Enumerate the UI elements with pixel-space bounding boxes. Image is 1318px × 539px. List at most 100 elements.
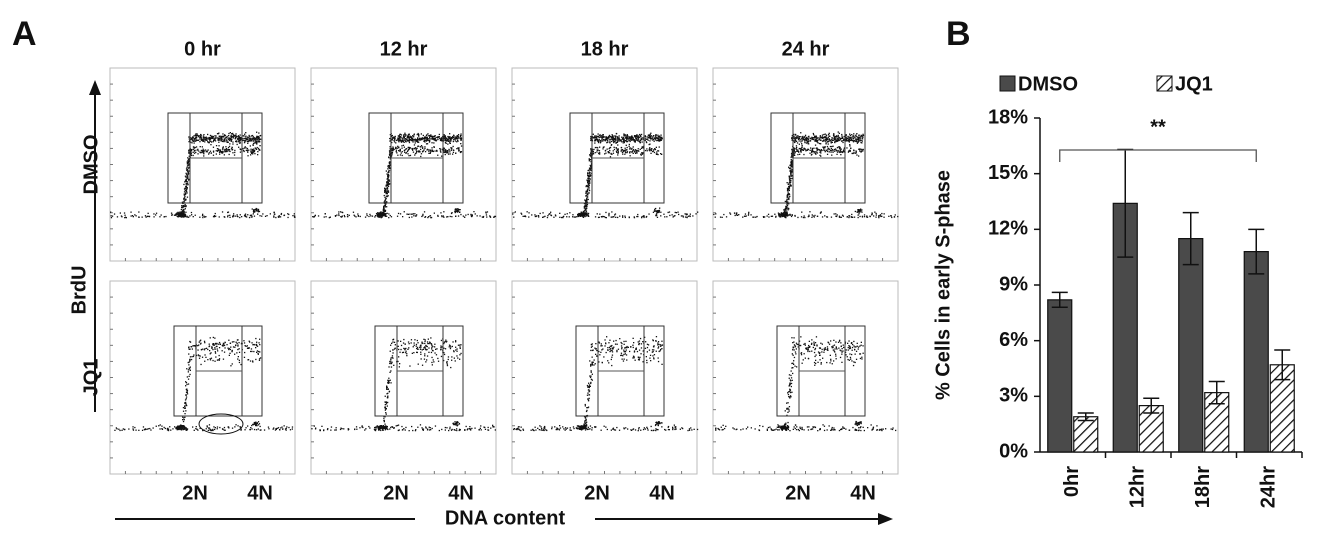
event-dot xyxy=(187,217,188,218)
event-dot xyxy=(245,138,246,139)
event-dot xyxy=(660,135,661,136)
event-dot xyxy=(842,142,843,143)
event-dot xyxy=(432,364,433,365)
event-dot xyxy=(884,213,885,214)
event-dot xyxy=(447,140,448,141)
event-dot xyxy=(626,359,627,360)
event-dot xyxy=(427,346,428,347)
event-dot xyxy=(395,148,396,149)
event-dot xyxy=(858,211,859,212)
event-dot xyxy=(161,426,162,427)
event-dot xyxy=(225,151,226,152)
event-dot xyxy=(193,155,194,156)
event-dot xyxy=(428,149,429,150)
event-dot xyxy=(186,167,187,168)
event-dot xyxy=(188,369,189,370)
event-dot xyxy=(255,425,256,426)
event-dot xyxy=(228,147,229,148)
event-dot xyxy=(375,215,376,216)
event-dot xyxy=(192,345,193,346)
event-dot xyxy=(407,135,408,136)
event-dot xyxy=(587,173,588,174)
event-dot xyxy=(618,137,619,138)
event-dot xyxy=(189,374,190,375)
event-dot xyxy=(242,148,243,149)
event-dot xyxy=(623,139,624,140)
event-dot xyxy=(395,344,396,345)
event-dot xyxy=(204,361,205,362)
event-dot xyxy=(438,136,439,137)
event-dot xyxy=(181,209,182,210)
event-dot xyxy=(229,353,230,354)
event-dot xyxy=(244,215,245,216)
event-dot xyxy=(256,344,257,345)
event-dot xyxy=(659,146,660,147)
event-dot xyxy=(253,140,254,141)
event-dot xyxy=(411,216,412,217)
event-dot xyxy=(647,347,648,348)
event-dot xyxy=(403,134,404,135)
event-dot xyxy=(650,355,651,356)
event-dot xyxy=(486,216,487,217)
event-dot xyxy=(621,147,622,148)
event-dot xyxy=(797,217,798,218)
event-dot xyxy=(233,137,234,138)
event-dot xyxy=(829,133,830,134)
event-dot xyxy=(182,213,183,214)
event-dot xyxy=(607,149,608,150)
event-dot xyxy=(801,216,802,217)
event-dot xyxy=(429,138,430,139)
event-dot xyxy=(691,429,692,430)
event-dot xyxy=(611,359,612,360)
event-dot xyxy=(649,147,650,148)
event-dot xyxy=(412,430,413,431)
event-dot xyxy=(447,144,448,145)
event-dot xyxy=(450,216,451,217)
event-dot xyxy=(587,189,588,190)
event-dot xyxy=(547,217,548,218)
event-dot xyxy=(236,141,237,142)
event-dot xyxy=(240,149,241,150)
event-dot xyxy=(386,388,387,389)
event-dot xyxy=(365,217,366,218)
event-dot xyxy=(586,192,587,193)
event-dot xyxy=(390,361,391,362)
event-dot xyxy=(809,211,810,212)
event-dot xyxy=(588,213,589,214)
event-dot xyxy=(615,429,616,430)
event-dot xyxy=(203,149,204,150)
event-dot xyxy=(286,428,287,429)
event-dot xyxy=(634,139,635,140)
event-dot xyxy=(230,365,231,366)
event-dot xyxy=(873,215,874,216)
event-dot xyxy=(383,430,384,431)
event-dot xyxy=(386,414,387,415)
event-dot xyxy=(257,346,258,347)
event-dot xyxy=(587,194,588,195)
event-dot xyxy=(390,382,391,383)
event-dot xyxy=(251,428,252,429)
event-dot xyxy=(456,355,457,356)
event-dot xyxy=(119,430,120,431)
event-dot xyxy=(258,209,259,210)
event-dot xyxy=(443,217,444,218)
event-dot xyxy=(206,428,207,429)
event-dot xyxy=(223,146,224,147)
event-dot xyxy=(592,427,593,428)
event-dot xyxy=(412,141,413,142)
event-dot xyxy=(451,213,452,214)
event-dot xyxy=(590,175,591,176)
arrow-head xyxy=(878,513,893,525)
event-dot xyxy=(226,141,227,142)
event-dot xyxy=(374,216,375,217)
event-dot xyxy=(205,149,206,150)
event-dot xyxy=(621,343,622,344)
event-dot xyxy=(611,211,612,212)
event-dot xyxy=(232,143,233,144)
event-dot xyxy=(354,429,355,430)
dna-mark: 4N xyxy=(247,482,273,504)
event-dot xyxy=(376,213,377,214)
flow-plot xyxy=(311,68,496,261)
event-dot xyxy=(365,428,366,429)
event-dot xyxy=(240,214,241,215)
